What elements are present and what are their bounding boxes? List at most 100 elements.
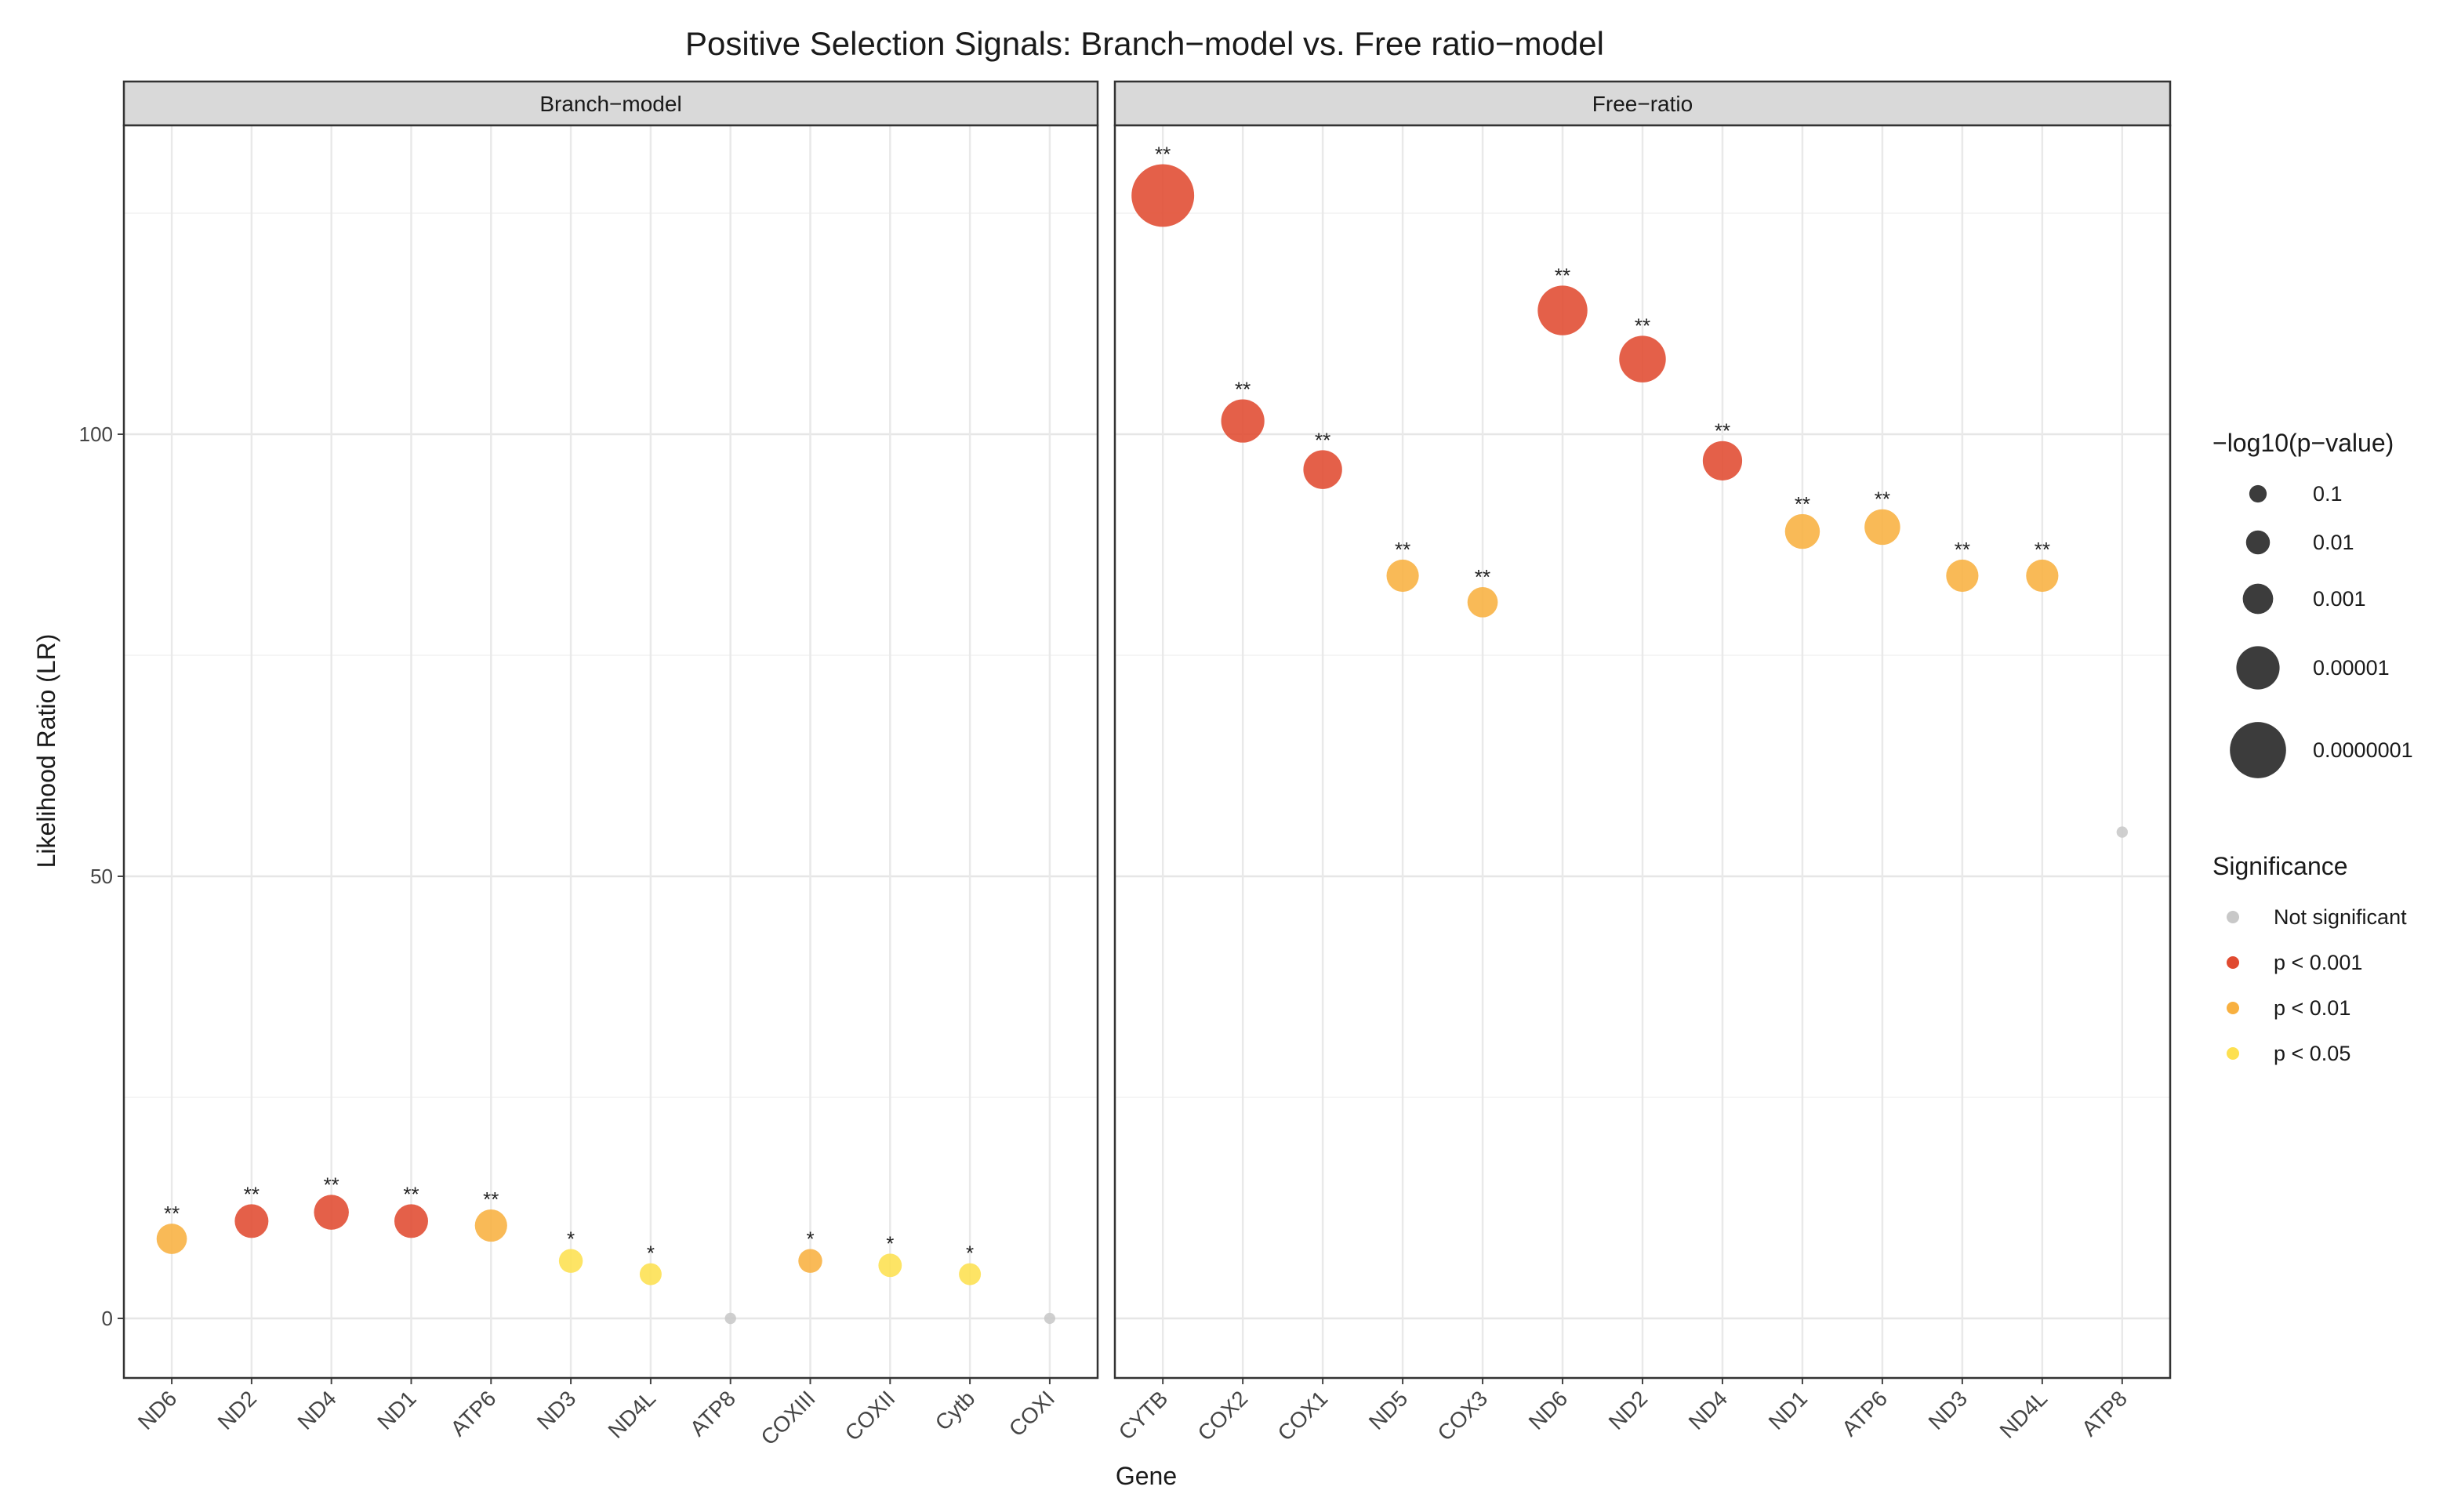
panel-border bbox=[122, 124, 1099, 1380]
data-point bbox=[2116, 826, 2129, 838]
x-tick-label: ND3 bbox=[532, 1386, 581, 1434]
facet-strip bbox=[1113, 80, 2172, 127]
significance-stars: ** bbox=[1395, 538, 1410, 561]
significance-stars: ** bbox=[1875, 488, 1890, 511]
data-point bbox=[474, 1209, 507, 1242]
color-legend-label: p < 0.05 bbox=[2274, 1042, 2350, 1065]
significance-stars: ** bbox=[1475, 565, 1490, 589]
data-point bbox=[1221, 399, 1265, 443]
x-tick-label: ATP6 bbox=[1837, 1386, 1892, 1441]
x-tick-label: ND6 bbox=[1524, 1386, 1573, 1434]
data-point bbox=[1386, 559, 1419, 593]
data-point bbox=[1131, 164, 1195, 227]
data-point bbox=[1702, 441, 1743, 480]
x-tick-label: ND2 bbox=[1604, 1386, 1653, 1434]
significance-stars: ** bbox=[1155, 142, 1171, 165]
x-axis-title: Gene bbox=[1116, 1462, 1177, 1490]
facet-panel: Branch−model**ND6**ND2**ND4**ND1**ATP6*N… bbox=[122, 80, 1099, 1450]
facet-panel: Free−ratio ** CYTB ** COX2 ** COX1 ** ND5 ** COX3 *… bbox=[1113, 80, 2172, 1445]
x-tick-label: ND1 bbox=[372, 1386, 421, 1434]
x-tick-label: ATP6 bbox=[446, 1386, 501, 1441]
x-tick-label: COXII bbox=[840, 1386, 900, 1445]
significance-stars: ** bbox=[2035, 538, 2050, 561]
color-legend-key bbox=[2227, 1047, 2239, 1060]
x-tick-label: ND6 bbox=[133, 1386, 182, 1434]
x-tick-label: Cytb bbox=[931, 1386, 980, 1435]
color-legend: Significance Not significant p < 0.001 p <… bbox=[2212, 852, 2407, 1065]
x-tick-label: ND5 bbox=[1364, 1386, 1413, 1434]
size-legend-label: 0.001 bbox=[2313, 587, 2366, 611]
significance-stars: ** bbox=[1315, 428, 1330, 451]
significance-stars: ** bbox=[324, 1173, 339, 1196]
color-legend-key bbox=[2227, 911, 2239, 923]
data-point bbox=[798, 1249, 822, 1273]
color-legend-key bbox=[2227, 956, 2239, 969]
data-point bbox=[878, 1253, 902, 1278]
data-point bbox=[234, 1204, 269, 1238]
x-tick-label: COX2 bbox=[1193, 1386, 1253, 1445]
data-point bbox=[314, 1195, 349, 1230]
significance-stars: * bbox=[806, 1227, 814, 1250]
facet-strip-label: Free−ratio bbox=[1592, 92, 1693, 116]
color-legend-title: Significance bbox=[2212, 852, 2348, 880]
size-legend-key bbox=[2230, 722, 2286, 778]
color-legend-label: p < 0.01 bbox=[2274, 996, 2350, 1020]
significance-stars: ** bbox=[1715, 419, 1730, 443]
x-tick-label: ATP8 bbox=[685, 1386, 740, 1441]
data-point bbox=[2026, 559, 2059, 593]
x-tick-label: ND4L bbox=[1995, 1386, 2053, 1443]
significance-stars: ** bbox=[483, 1187, 499, 1211]
significance-stars: ** bbox=[244, 1182, 260, 1206]
panels: 050100Branch−model**ND6**ND2**ND4**ND1**… bbox=[79, 80, 2172, 1450]
panel-background bbox=[124, 125, 1098, 1378]
data-point bbox=[1467, 586, 1498, 618]
chart-title: Positive Selection Signals: Branch−model… bbox=[685, 25, 1604, 62]
data-point bbox=[1864, 509, 1900, 546]
size-legend-key bbox=[2242, 583, 2274, 615]
facet-strip bbox=[122, 80, 1099, 127]
data-point bbox=[639, 1263, 662, 1285]
y-tick-label: 100 bbox=[79, 422, 113, 446]
size-legend-label: 0.1 bbox=[2313, 482, 2343, 506]
data-point bbox=[1044, 1312, 1056, 1325]
data-point bbox=[1946, 559, 1979, 593]
color-legend-label: p < 0.001 bbox=[2274, 951, 2362, 974]
x-tick-label: ND1 bbox=[1764, 1386, 1813, 1434]
significance-stars: ** bbox=[1635, 314, 1650, 337]
significance-stars: ** bbox=[1795, 492, 1810, 516]
x-tick-label: COXI bbox=[1004, 1386, 1059, 1441]
size-legend-label: 0.01 bbox=[2313, 531, 2354, 554]
significance-stars: ** bbox=[1955, 538, 1970, 561]
size-legend: −log10(p−value) 0.1 0.01 0.001 0.00001 0.000… bbox=[2212, 429, 2413, 778]
data-point bbox=[558, 1249, 583, 1273]
significance-stars: ** bbox=[1555, 263, 1570, 287]
size-legend-key bbox=[2249, 484, 2267, 503]
data-point bbox=[1784, 513, 1820, 549]
significance-stars: * bbox=[567, 1227, 575, 1250]
size-legend-key bbox=[2236, 646, 2280, 690]
y-tick-label: 0 bbox=[102, 1307, 113, 1330]
x-tick-label: COX3 bbox=[1432, 1386, 1492, 1445]
x-tick-label: COX1 bbox=[1273, 1386, 1333, 1445]
x-tick-label: ND4L bbox=[604, 1386, 661, 1443]
size-legend-label: 0.0000001 bbox=[2313, 738, 2413, 762]
x-tick-label: ND3 bbox=[1924, 1386, 1973, 1434]
size-legend-label: 0.00001 bbox=[2313, 656, 2390, 680]
significance-stars: ** bbox=[403, 1182, 419, 1206]
x-tick-label: ND2 bbox=[213, 1386, 262, 1434]
x-tick-label: ATP8 bbox=[2077, 1386, 2132, 1441]
data-point bbox=[1303, 450, 1342, 489]
facet-strip-label: Branch−model bbox=[539, 92, 681, 116]
y-tick-label: 50 bbox=[90, 865, 113, 888]
data-point bbox=[1537, 285, 1588, 335]
data-point bbox=[1619, 335, 1666, 383]
data-point bbox=[724, 1312, 736, 1325]
data-point bbox=[156, 1224, 187, 1254]
significance-stars: * bbox=[886, 1231, 894, 1255]
significance-stars: ** bbox=[1235, 377, 1251, 401]
panel-border bbox=[1113, 124, 2172, 1380]
size-legend-key bbox=[2245, 530, 2271, 555]
x-tick-label: CYTB bbox=[1114, 1386, 1173, 1445]
data-point bbox=[959, 1263, 982, 1285]
